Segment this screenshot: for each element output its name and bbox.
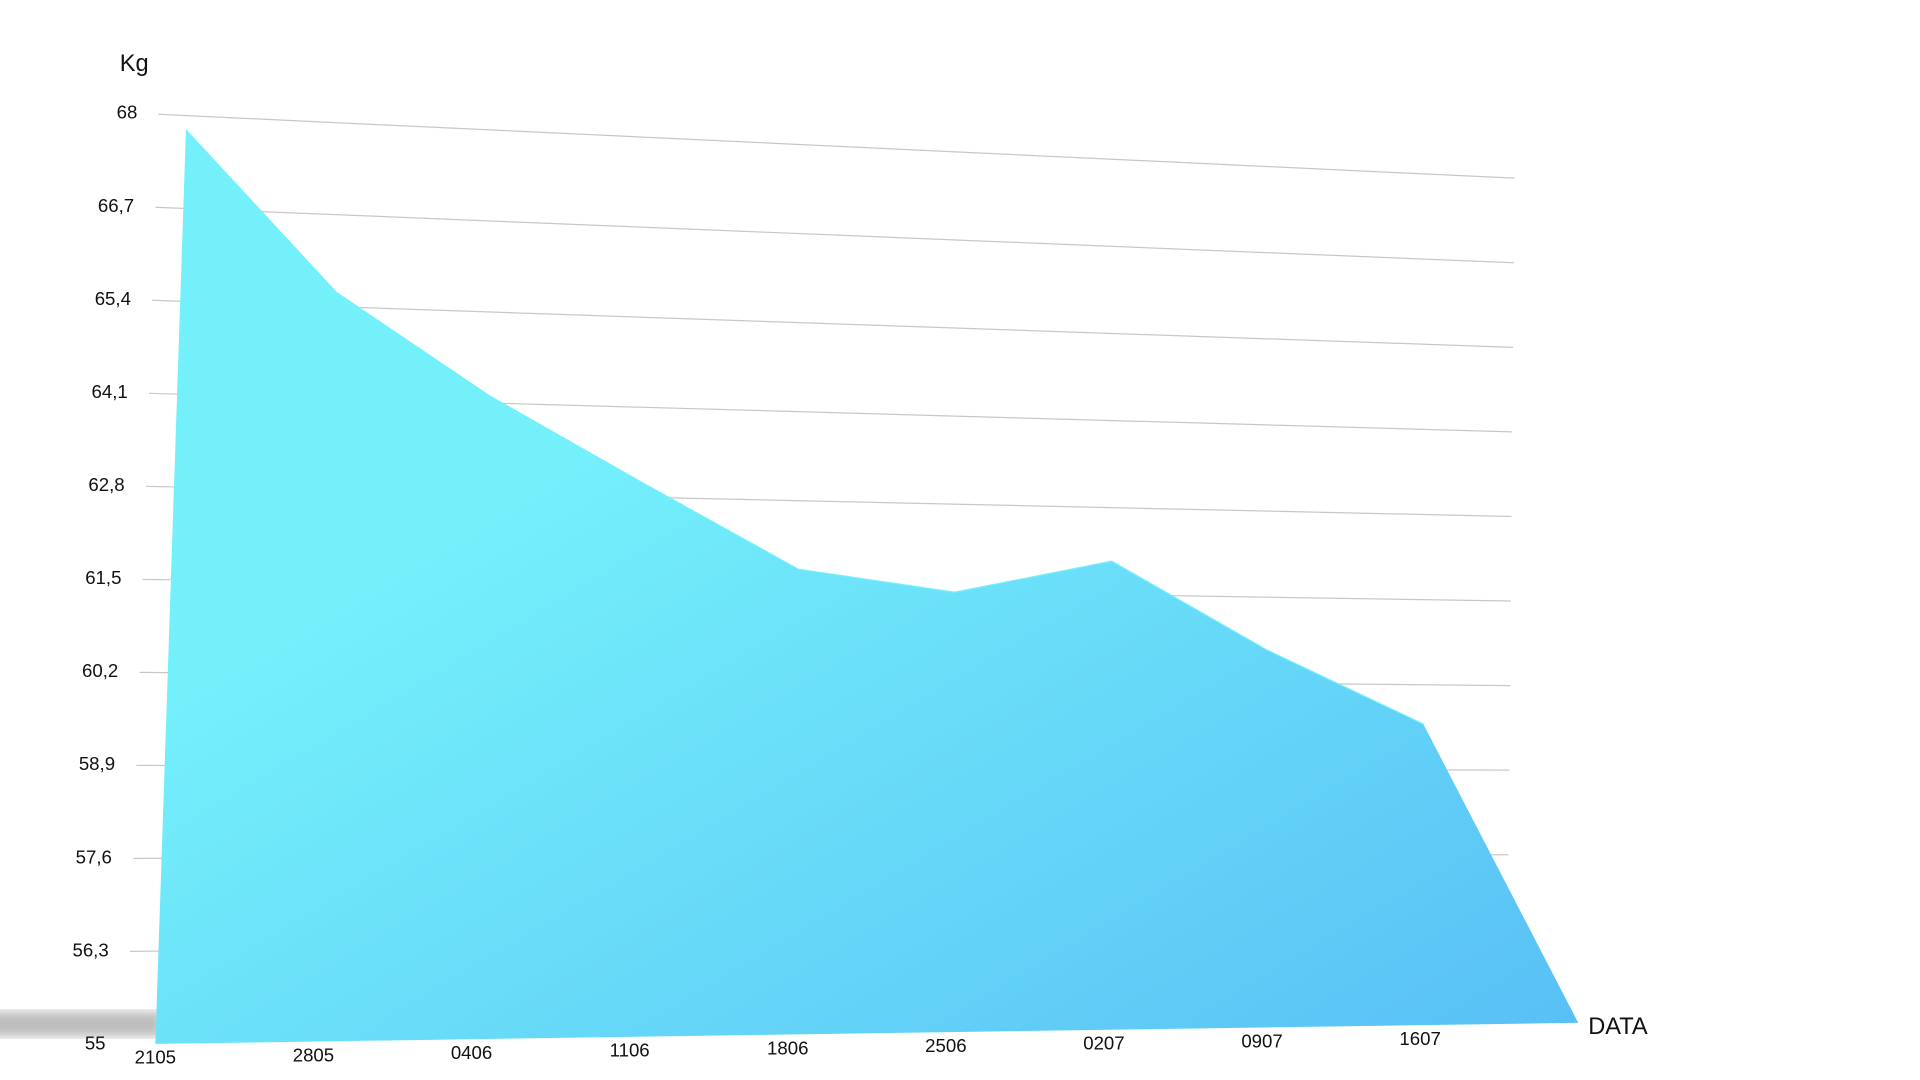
y-tick-label: 65,4 bbox=[95, 288, 131, 309]
y-axis-title: Kg bbox=[120, 51, 149, 77]
y-tick-label: 56,3 bbox=[72, 939, 108, 960]
y-tick-label: 55 bbox=[85, 1032, 106, 1053]
x-axis-title: DATA bbox=[1588, 1014, 1648, 1040]
x-tick-label: 2805 bbox=[293, 1044, 334, 1065]
area-fill bbox=[155, 129, 1579, 1044]
x-tick-label: 2506 bbox=[925, 1035, 966, 1056]
y-tick-label: 58,9 bbox=[79, 753, 115, 774]
x-tick-label: 0907 bbox=[1241, 1030, 1282, 1051]
y-tick-label: 61,5 bbox=[85, 567, 121, 588]
area-edge bbox=[185, 129, 1424, 725]
y-tick-label: 57,6 bbox=[76, 846, 112, 867]
grid-line bbox=[158, 113, 1515, 179]
grid-line bbox=[155, 206, 1514, 264]
x-tick-label: 1106 bbox=[610, 1040, 650, 1061]
x-tick-label: 1806 bbox=[767, 1037, 808, 1058]
shadow bbox=[0, 1011, 162, 1037]
y-tick-label: 68 bbox=[117, 102, 138, 123]
x-tick-label: 0207 bbox=[1083, 1033, 1124, 1054]
x-tick-label: 2105 bbox=[135, 1047, 176, 1068]
y-tick-label: 66,7 bbox=[98, 195, 134, 216]
x-tick-label: 1607 bbox=[1399, 1028, 1440, 1049]
y-tick-label: 64,1 bbox=[92, 381, 128, 402]
y-tick-label: 60,2 bbox=[82, 660, 118, 681]
grid-line bbox=[152, 299, 1514, 348]
x-tick-label: 0406 bbox=[451, 1042, 492, 1063]
y-tick-label: 62,8 bbox=[88, 474, 124, 495]
